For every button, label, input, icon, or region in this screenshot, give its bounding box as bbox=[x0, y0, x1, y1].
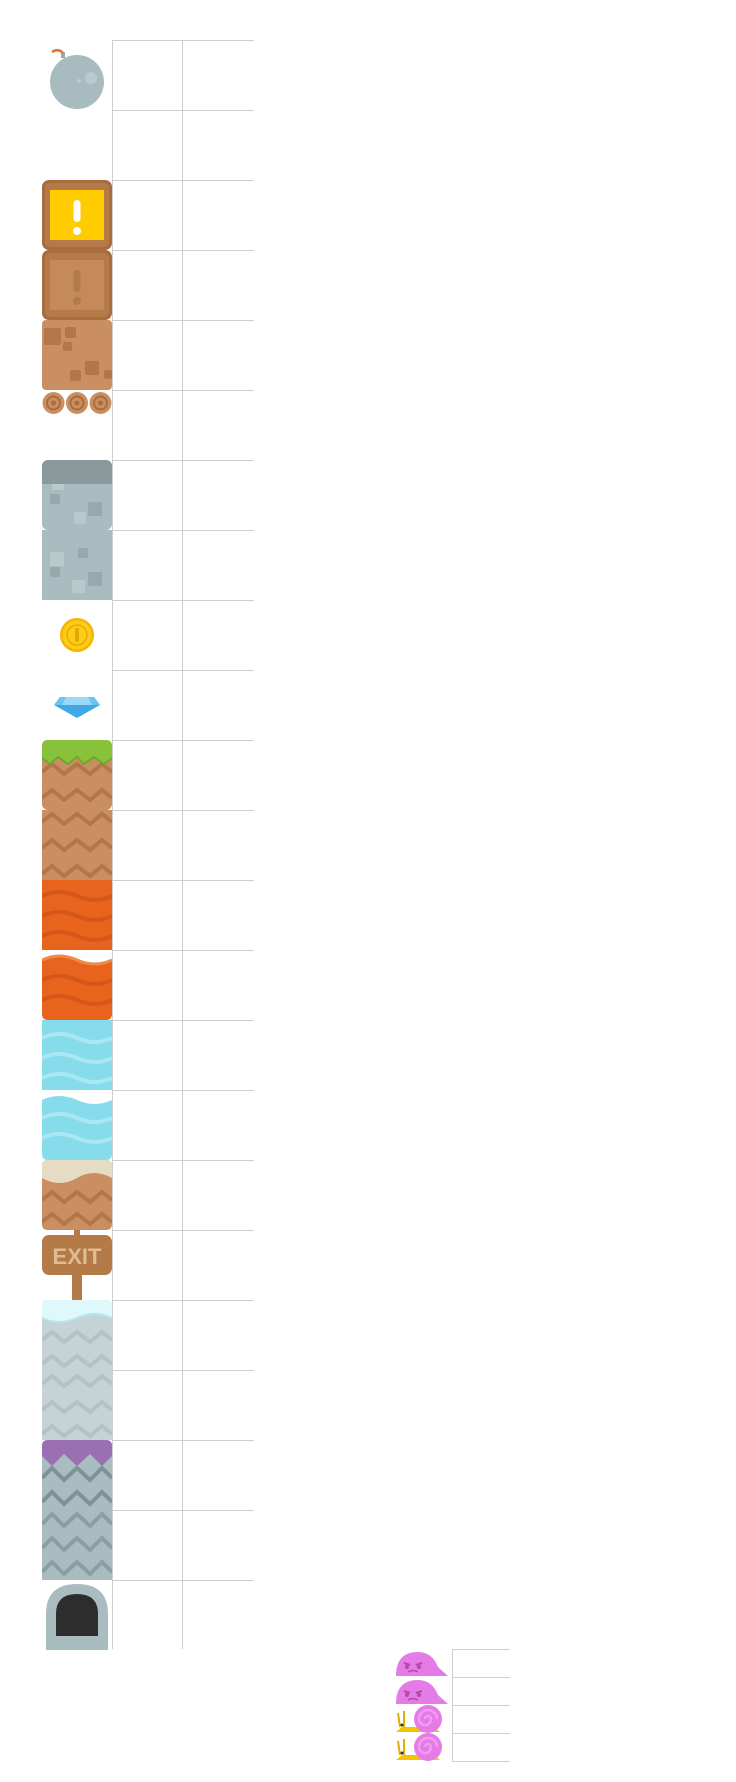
grass-top-icon[interactable] bbox=[42, 740, 112, 810]
log-bridge-icon[interactable] bbox=[42, 390, 112, 460]
exclamation-box-active-icon[interactable] bbox=[42, 180, 112, 250]
grid-line bbox=[452, 1733, 510, 1734]
grid-line bbox=[112, 600, 254, 601]
grid-line bbox=[112, 1230, 254, 1231]
slime-icon[interactable] bbox=[394, 1677, 450, 1705]
grid-line bbox=[112, 950, 254, 951]
stone-block-icon[interactable] bbox=[42, 530, 112, 600]
grid-line bbox=[112, 880, 254, 881]
grid-line bbox=[182, 40, 183, 1649]
exit-sign-label: EXIT bbox=[53, 1244, 102, 1269]
grid-line bbox=[452, 1649, 510, 1650]
grid-line bbox=[112, 530, 254, 531]
exclamation-box-used-icon[interactable] bbox=[42, 250, 112, 320]
grid-line bbox=[112, 1090, 254, 1091]
grid-line bbox=[112, 40, 254, 41]
dirt-zigzag-icon[interactable] bbox=[42, 810, 112, 880]
grid-line bbox=[112, 1440, 254, 1441]
sand-top-icon[interactable] bbox=[42, 1160, 112, 1230]
grid-line bbox=[112, 40, 113, 1649]
grid-line bbox=[112, 110, 254, 111]
grid-line bbox=[112, 740, 254, 741]
water-block-icon[interactable] bbox=[42, 1020, 112, 1090]
gem-icon[interactable] bbox=[42, 670, 112, 740]
grid-line bbox=[112, 390, 254, 391]
grid-line bbox=[112, 670, 254, 671]
grid-line bbox=[112, 320, 254, 321]
grid-line bbox=[452, 1705, 510, 1706]
dirt-block-icon[interactable] bbox=[42, 320, 112, 390]
grid-line bbox=[112, 1020, 254, 1021]
grid-line bbox=[112, 180, 254, 181]
grid-line bbox=[112, 250, 254, 251]
slate-block-icon[interactable] bbox=[42, 1510, 112, 1580]
grid-line bbox=[112, 1370, 254, 1371]
grid-line bbox=[112, 1580, 254, 1581]
grid-line bbox=[112, 1510, 254, 1511]
exit-sign-icon[interactable]: EXIT bbox=[42, 1230, 112, 1300]
purple-top-icon[interactable] bbox=[42, 1440, 112, 1510]
door-icon[interactable] bbox=[42, 1580, 112, 1650]
stone-top-icon[interactable] bbox=[42, 460, 112, 530]
snail-icon[interactable] bbox=[394, 1733, 450, 1761]
grid-line bbox=[452, 1677, 510, 1678]
grid-line bbox=[452, 1761, 510, 1762]
snow-block-icon[interactable] bbox=[42, 1370, 112, 1440]
slime-icon[interactable] bbox=[394, 1649, 450, 1677]
bomb-icon[interactable] bbox=[42, 40, 112, 110]
coin-icon[interactable] bbox=[42, 600, 112, 670]
grid-line bbox=[452, 1649, 453, 1762]
grid-line bbox=[112, 460, 254, 461]
grid-line bbox=[112, 810, 254, 811]
grid-line bbox=[112, 1300, 254, 1301]
lava-top-icon[interactable] bbox=[42, 950, 112, 1020]
empty-slot bbox=[42, 110, 112, 180]
snail-icon[interactable] bbox=[394, 1705, 450, 1733]
lava-block-icon[interactable] bbox=[42, 880, 112, 950]
snow-top-icon[interactable] bbox=[42, 1300, 112, 1370]
grid-line bbox=[112, 1160, 254, 1161]
water-top-icon[interactable] bbox=[42, 1090, 112, 1160]
